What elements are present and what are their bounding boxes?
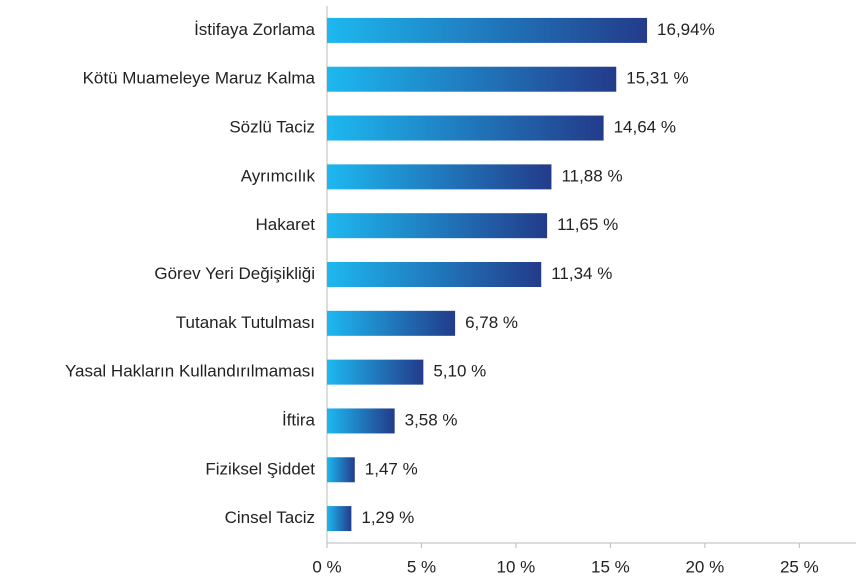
value-label: 14,64 % [614,118,676,137]
value-label: 11,65 % [557,215,618,234]
category-label: Görev Yeri Değişikliği [154,264,315,283]
category-label: Sözlü Taciz [229,118,315,137]
category-label: Tutanak Tutulması [176,313,315,332]
value-label: 16,94% [657,20,715,39]
bar [327,164,552,190]
value-label: 15,31 % [626,69,688,88]
bar [327,262,542,287]
x-tick-label: 0 % [312,557,341,576]
category-label: Yasal Hakların Kullandırılmaması [65,362,315,381]
value-label: 11,88 % [561,166,622,185]
category-label: Hakaret [255,215,315,234]
bar [327,213,548,239]
bar [327,66,617,92]
bar [327,457,355,483]
category-label: İstifaya Zorlama [194,20,315,39]
category-label: Fiziksel Şiddet [205,459,315,478]
value-label: 1,29 % [361,508,414,527]
x-tick-label: 20 % [685,557,724,576]
bar [327,17,648,43]
bar [327,408,395,434]
category-label: İftira [282,410,316,429]
value-label: 3,58 % [405,410,458,429]
x-tick-label: 25 % [780,557,819,576]
category-label: Cinsel Taciz [225,508,315,527]
x-tick-label: 15 % [591,557,630,576]
value-label: 5,10 % [433,362,486,381]
value-label: 1,47 % [365,459,418,478]
bar [327,359,424,385]
value-label: 6,78 % [465,313,518,332]
bar [327,115,604,141]
bar [327,506,352,532]
bar [327,310,456,336]
x-tick-label: 10 % [497,557,536,576]
x-tick-label: 5 % [407,557,436,576]
value-label: 11,34 % [551,264,612,283]
category-label: Kötü Muameleye Maruz Kalma [83,69,316,88]
category-label: Ayrımcılık [241,166,316,185]
